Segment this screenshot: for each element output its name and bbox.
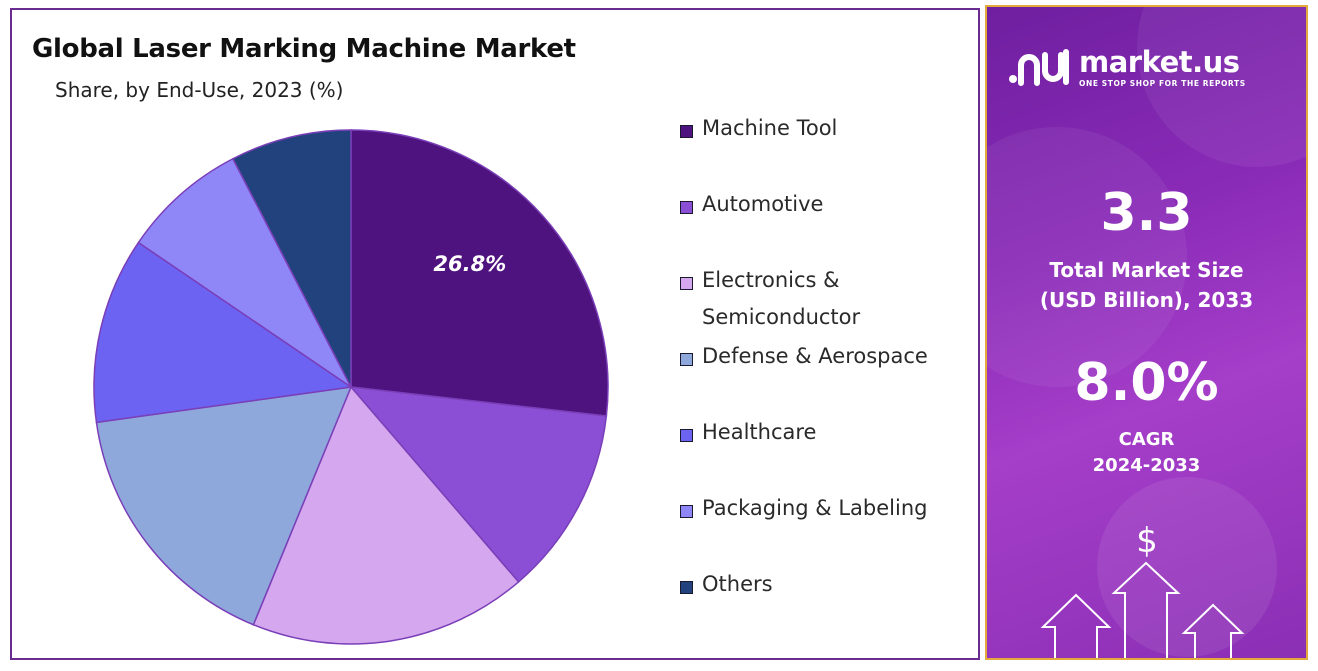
market-size-label-line1: Total Market Size xyxy=(1049,258,1244,282)
brand-tagline: ONE STOP SHOP FOR THE REPORTS xyxy=(1079,78,1246,88)
pie-chart: 26.8% xyxy=(93,129,609,645)
pie-slice-healthcare xyxy=(93,241,354,424)
chart-title: Global Laser Marking Machine Market xyxy=(32,34,576,64)
legend-item: Packaging & Labeling xyxy=(680,496,927,527)
legend-swatch xyxy=(680,581,693,594)
chart-panel: Global Laser Marking Machine Market Shar… xyxy=(10,8,980,660)
pie-slice-others xyxy=(231,129,352,388)
legend-label: Others xyxy=(702,572,773,596)
cagr-label-line1: CAGR xyxy=(1118,429,1175,450)
legend-item: Machine Tool xyxy=(680,116,837,147)
legend-label: Electronics & Semiconductor xyxy=(702,268,861,329)
market-size-value: 3.3 xyxy=(1100,183,1193,243)
legend-label: Defense & Aerospace xyxy=(702,344,928,368)
cagr-value: 8.0% xyxy=(1074,353,1219,413)
rising-arrows-dollar-icon: $ xyxy=(1040,521,1245,658)
brand-name: market.us xyxy=(1079,44,1240,79)
pie-data-labels: 26.8% xyxy=(433,252,506,276)
legend-swatch xyxy=(680,505,693,518)
legend-item: Electronics & Semiconductor xyxy=(680,268,860,336)
pie-slices xyxy=(93,129,609,645)
legend-label: Packaging & Labeling xyxy=(702,496,928,520)
chart-subtitle: Share, by End-Use, 2023 (%) xyxy=(55,78,344,102)
pie-slice-defense-aerospace xyxy=(95,386,353,626)
pie-data-label: 26.8% xyxy=(433,252,506,276)
legend-item: Others xyxy=(680,572,773,603)
legend-swatch xyxy=(680,353,693,366)
dollar-sign: $ xyxy=(1136,521,1158,561)
legend-swatch xyxy=(680,201,693,214)
pie-slice-machine-tool xyxy=(350,129,609,417)
market-size-label-line2: (USD Billion), 2033 xyxy=(1039,288,1254,312)
market-us-logo-icon xyxy=(1009,49,1069,86)
market-summary-panel: market.us ONE STOP SHOP FOR THE REPORTS … xyxy=(985,5,1308,660)
legend-item: Automotive xyxy=(680,192,823,223)
legend-swatch xyxy=(680,277,693,290)
legend-label: Machine Tool xyxy=(702,116,838,140)
legend-swatch xyxy=(680,125,693,138)
pie-slice-packaging-labeling xyxy=(137,157,352,388)
cagr-label-line2: 2024-2033 xyxy=(1092,455,1201,476)
legend-label: Healthcare xyxy=(702,420,817,444)
pie-slice-automotive xyxy=(349,386,608,583)
legend-item: Defense & Aerospace xyxy=(680,344,928,375)
pie-slice-electronics-semiconductor xyxy=(252,385,520,645)
legend-item: Healthcare xyxy=(680,420,816,451)
legend-swatch xyxy=(680,429,693,442)
brand-logo: market.us ONE STOP SHOP FOR THE REPORTS xyxy=(1007,45,1246,89)
legend-label: Automotive xyxy=(702,192,824,216)
